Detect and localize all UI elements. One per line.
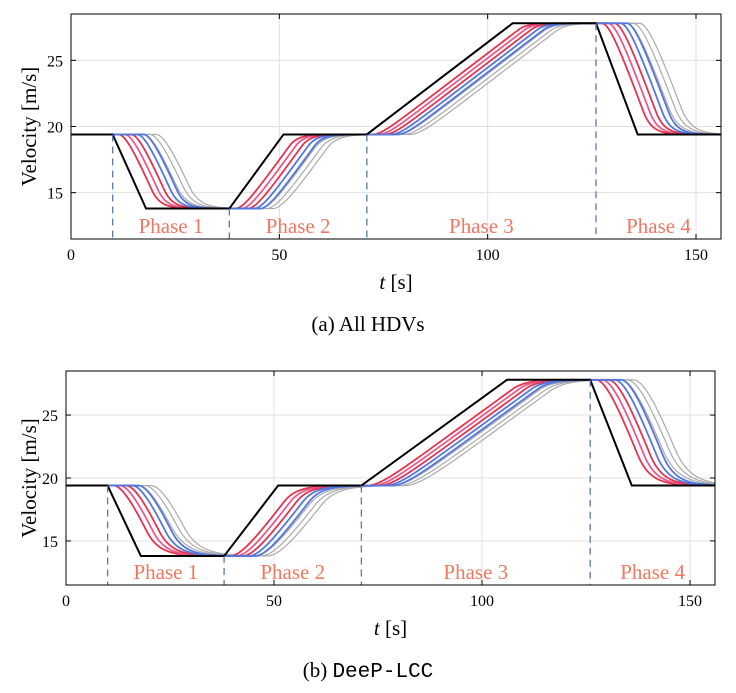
caption-b: (b) DeeP-LCC — [0, 658, 736, 684]
phase-label-2: Phase 3 — [449, 214, 514, 238]
xtick-label-2: 100 — [470, 593, 494, 610]
caption-a-label: (a) — [311, 312, 335, 336]
caption-a-text: All HDVs — [338, 312, 425, 336]
plot-area — [71, 22, 721, 210]
series-follower-2 — [71, 22, 721, 210]
phase-label-0: Phase 1 — [133, 560, 198, 584]
xtick-label-2: 100 — [476, 247, 500, 264]
y-axis-label: Velocity [m/s] — [17, 67, 41, 187]
phase-label-3: Phase 4 — [626, 214, 691, 238]
plot-area — [66, 378, 715, 558]
series-follower-0 — [71, 22, 721, 210]
xtick-label-1: 50 — [271, 247, 287, 264]
x-axis-label: t [s] — [374, 616, 407, 640]
series-gray-1 — [66, 379, 715, 557]
series-follower-1 — [71, 22, 721, 210]
series-follower-3 — [66, 378, 715, 557]
series-head-vehicle — [71, 22, 721, 210]
series-follower-3 — [71, 22, 721, 210]
series-gray-1 — [71, 22, 721, 210]
series-head-vehicle — [66, 378, 715, 558]
series-follower-2 — [66, 378, 715, 557]
caption-b-label: (b) — [302, 658, 328, 682]
xtick-label-1: 50 — [266, 593, 282, 610]
ytick-label-0: 15 — [42, 534, 58, 551]
y-axis-label: Velocity [m/s] — [17, 418, 41, 538]
chart-all-hdvs: Phase 1 Phase 2 Phase 3 Phase 4 0 50 100 150 15 2… — [17, 13, 722, 294]
caption-a: (a) All HDVs — [0, 312, 736, 337]
ytick-label-1: 20 — [42, 471, 58, 488]
xtick-label-0: 0 — [62, 593, 70, 610]
phase-label-3: Phase 4 — [620, 560, 685, 584]
xtick-label-3: 150 — [678, 593, 702, 610]
chart-deep-lcc: Phase 1 Phase 2 Phase 3 Phase 4 0 50 100 150 15 2… — [17, 370, 716, 640]
ytick-label-0: 15 — [47, 186, 63, 203]
caption-b-text: DeeP-LCC — [332, 661, 434, 684]
phase-label-0: Phase 1 — [139, 214, 204, 238]
series-follower-1 — [66, 378, 715, 557]
series-follower-4 — [66, 378, 715, 557]
series-gray-2 — [71, 22, 721, 210]
series-gray-0 — [71, 22, 721, 210]
ytick-label-2: 25 — [42, 408, 58, 425]
series-gray-2 — [66, 379, 715, 557]
series-follower-0 — [66, 378, 715, 557]
series-follower-4 — [71, 22, 721, 210]
xtick-label-3: 150 — [684, 247, 708, 264]
series-gray-0 — [66, 379, 715, 557]
phase-label-1: Phase 2 — [266, 214, 331, 238]
ytick-label-2: 25 — [47, 53, 63, 70]
phase-label-1: Phase 2 — [260, 560, 325, 584]
xtick-label-0: 0 — [67, 247, 75, 264]
x-axis-label: t [s] — [379, 270, 412, 294]
phase-label-2: Phase 3 — [443, 560, 508, 584]
ytick-label-1: 20 — [47, 120, 63, 137]
